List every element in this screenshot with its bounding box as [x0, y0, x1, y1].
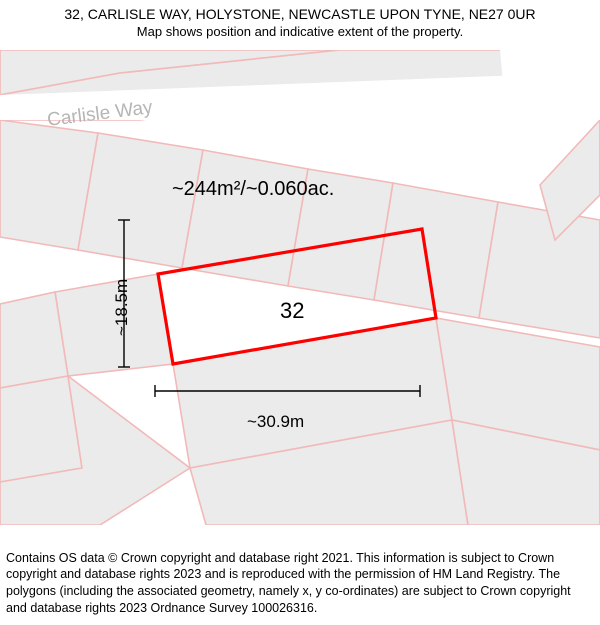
address-line: 32, CARLISLE WAY, HOLYSTONE, NEWCASTLE U…: [0, 6, 600, 22]
area-label: ~244m²/~0.060ac.: [172, 178, 334, 201]
map: Carlisle Way ~244m²/~0.060ac. 32 ~30.9m …: [0, 50, 600, 525]
footer-text: Contains OS data © Crown copyright and d…: [6, 550, 594, 618]
page: 32, CARLISLE WAY, HOLYSTONE, NEWCASTLE U…: [0, 0, 600, 625]
vdim-label: ~18.5m: [112, 279, 132, 336]
header: 32, CARLISLE WAY, HOLYSTONE, NEWCASTLE U…: [0, 6, 600, 39]
house-number: 32: [280, 298, 304, 324]
subtitle-line: Map shows position and indicative extent…: [0, 24, 600, 39]
hdim-label: ~30.9m: [247, 412, 304, 432]
